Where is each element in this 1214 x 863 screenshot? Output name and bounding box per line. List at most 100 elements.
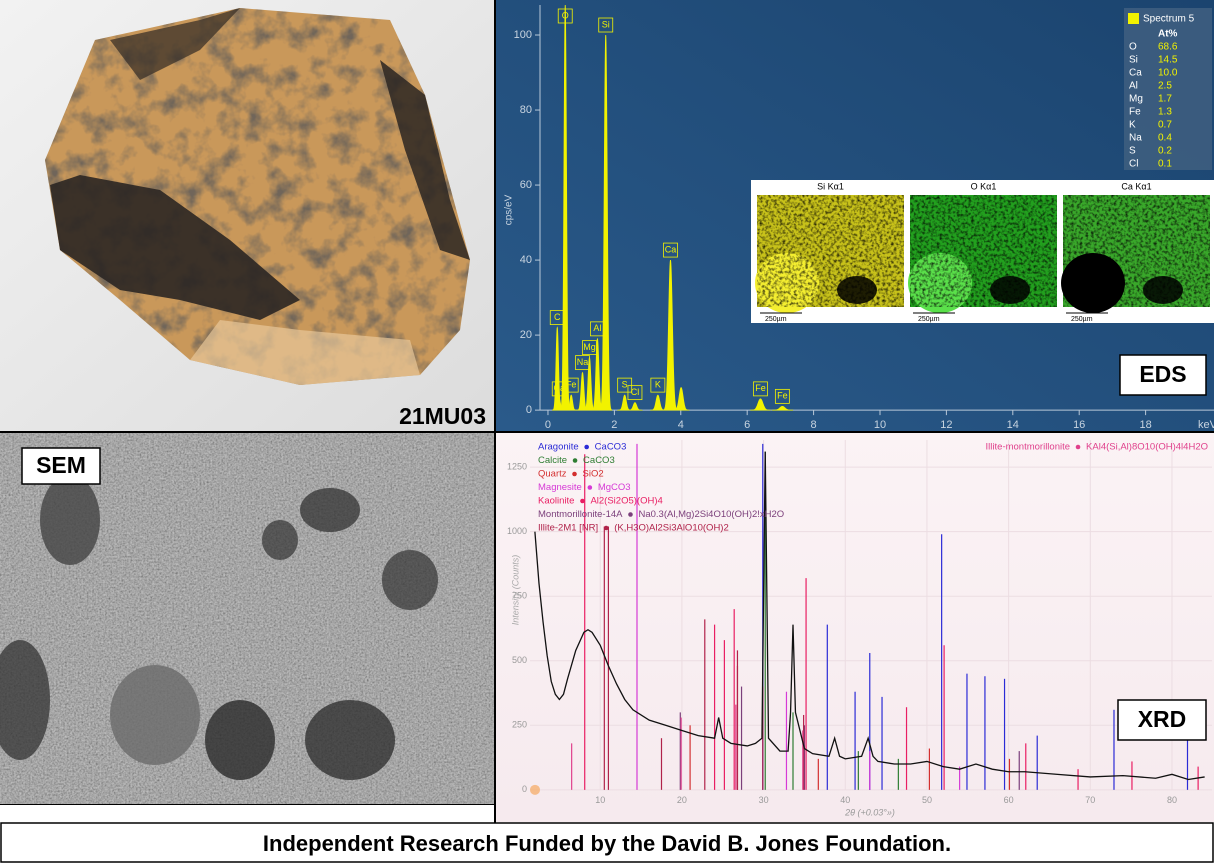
x-tick-label: 20	[677, 795, 687, 805]
map-scale: 250µm	[1071, 316, 1093, 323]
sem-feature	[382, 550, 438, 610]
x-tick-label: 4	[678, 419, 684, 431]
legend-value: 0.1	[1158, 159, 1172, 170]
y-tick-label: 20	[520, 329, 532, 341]
legend-element: Na	[1129, 133, 1142, 144]
peak-label: Ca	[665, 244, 677, 254]
legend-value: 10.0	[1158, 68, 1178, 79]
x-tick-label: 40	[840, 795, 850, 805]
x-tick-label: 60	[1004, 795, 1014, 805]
x-tick-label: 30	[759, 795, 769, 805]
phase-formula: CaCO3	[583, 455, 615, 466]
phase-bullet	[584, 445, 589, 450]
legend-value: 0.7	[1158, 120, 1172, 131]
phase-bullet	[628, 512, 633, 517]
phase-formula: SiO2	[583, 469, 604, 480]
map-title: O Kα1	[971, 181, 997, 191]
legend-element: S	[1129, 146, 1136, 157]
phase-formula: CaCO3	[595, 442, 627, 453]
peak-label: Fe	[755, 383, 766, 393]
x-tick-label: 14	[1007, 419, 1019, 431]
phase-bullet	[588, 485, 593, 490]
sem-info: 100µm	[345, 809, 379, 821]
x-tick-label: 2	[611, 419, 617, 431]
map-scale: 250µm	[918, 316, 940, 323]
peak-label: Fe	[777, 391, 788, 401]
xrd-panel: 0250500750100012501020304050607080Intens…	[496, 433, 1214, 822]
peak-label: Cl	[631, 387, 640, 397]
peak-label: S	[622, 379, 628, 389]
y-tick-label: 1250	[507, 461, 527, 471]
x-tick-label: 18	[1139, 419, 1151, 431]
sem-info-bar	[0, 804, 494, 823]
legend-element: Cl	[1129, 159, 1138, 170]
x-tick-label: 80	[1167, 795, 1177, 805]
sem-info: X60	[290, 809, 310, 821]
legend-header: At%	[1158, 29, 1178, 40]
legend-title: Spectrum 5	[1143, 14, 1195, 25]
legend-element: K	[1129, 120, 1136, 131]
sem-info: 15.0kV	[228, 809, 263, 821]
figure: 21MU03 0 2 4 6 8 10 12 14 16 18 0 20 40 60 80 100 cps/eV…	[0, 0, 1214, 863]
phase-name: Quartz	[538, 469, 567, 480]
sem-info: U of MN	[28, 809, 68, 821]
legend-element: O	[1129, 42, 1137, 53]
x-tick-label: 8	[811, 419, 817, 431]
legend-value: 1.7	[1158, 94, 1172, 105]
y-tick-label: 1000	[507, 526, 527, 536]
legend-element: Mg	[1129, 94, 1143, 105]
map-scale: 250µm	[765, 316, 787, 323]
sem-info: BSE	[180, 809, 202, 821]
peak-label: C	[554, 312, 561, 322]
x-tick-label: 10	[595, 795, 605, 805]
y-tick-label: 40	[520, 254, 532, 266]
peak-label: Na	[577, 357, 589, 367]
y-tick-label: 100	[514, 29, 532, 41]
sem-feature	[110, 665, 200, 765]
legend-value: 0.4	[1158, 133, 1172, 144]
x-tick-label: 16	[1073, 419, 1085, 431]
y-axis-label: cps/eV	[504, 194, 515, 225]
phase-formula: Al2(Si2O5)(OH)4	[590, 496, 662, 507]
peak-label: K	[655, 379, 661, 389]
eds-panel: 024681012141618020406080100cps/eVkeVCCaO…	[496, 0, 1214, 431]
sample-label: 21MU03	[399, 403, 486, 429]
x-tick-label: 10	[874, 419, 886, 431]
x-tick-label: 12	[940, 419, 952, 431]
phase-name: Aragonite	[538, 442, 579, 453]
xrd-label: XRD	[1138, 706, 1187, 732]
y-tick-label: 0	[526, 404, 532, 416]
x-tick-label: 50	[922, 795, 932, 805]
map-texture	[757, 195, 904, 307]
map-texture	[1063, 195, 1210, 307]
phase-name: Calcite	[538, 455, 567, 466]
eds-label: EDS	[1139, 361, 1186, 387]
legend-element: Ca	[1129, 68, 1142, 79]
x-tick-label: 6	[744, 419, 750, 431]
sem-feature	[262, 520, 298, 560]
legend-value: 0.2	[1158, 146, 1172, 157]
origin-marker	[530, 785, 540, 795]
x-axis-label: keV	[1198, 419, 1214, 431]
sem-feature	[300, 488, 360, 532]
legend-value: 1.3	[1158, 107, 1172, 118]
peak-label: Si	[602, 19, 610, 29]
legend-element: Al	[1129, 81, 1138, 92]
phase-name: Montmorillonite-14A	[538, 509, 623, 520]
peak-label: Mg	[583, 342, 596, 352]
x-axis-label: 2θ (+0.03°»)	[844, 807, 895, 817]
phase-name: Kaolinite	[538, 496, 574, 507]
phase-formula: MgCO3	[598, 482, 631, 493]
sem-feature	[205, 700, 275, 780]
x-tick-label: 0	[545, 419, 551, 431]
legend-element: Fe	[1129, 107, 1141, 118]
y-tick-label: 250	[512, 720, 527, 730]
footer: Independent Research Funded by the David…	[263, 831, 951, 856]
sem-label: SEM	[36, 452, 86, 478]
map-texture	[910, 195, 1057, 307]
legend-swatch	[1128, 13, 1139, 24]
peak-label: Fe	[566, 379, 577, 389]
phase-bullet	[573, 458, 578, 463]
phase-name: Magnesite	[538, 482, 582, 493]
